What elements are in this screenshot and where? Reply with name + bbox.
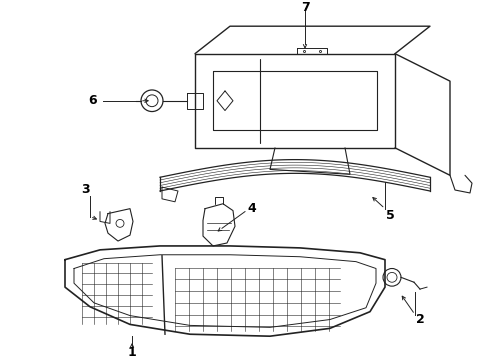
Text: 4: 4	[247, 202, 256, 215]
Text: 7: 7	[301, 1, 309, 14]
Text: 5: 5	[386, 209, 394, 222]
Text: 1: 1	[127, 346, 136, 359]
Text: 3: 3	[81, 183, 89, 195]
Text: 2: 2	[416, 313, 424, 326]
Text: 6: 6	[89, 94, 98, 107]
